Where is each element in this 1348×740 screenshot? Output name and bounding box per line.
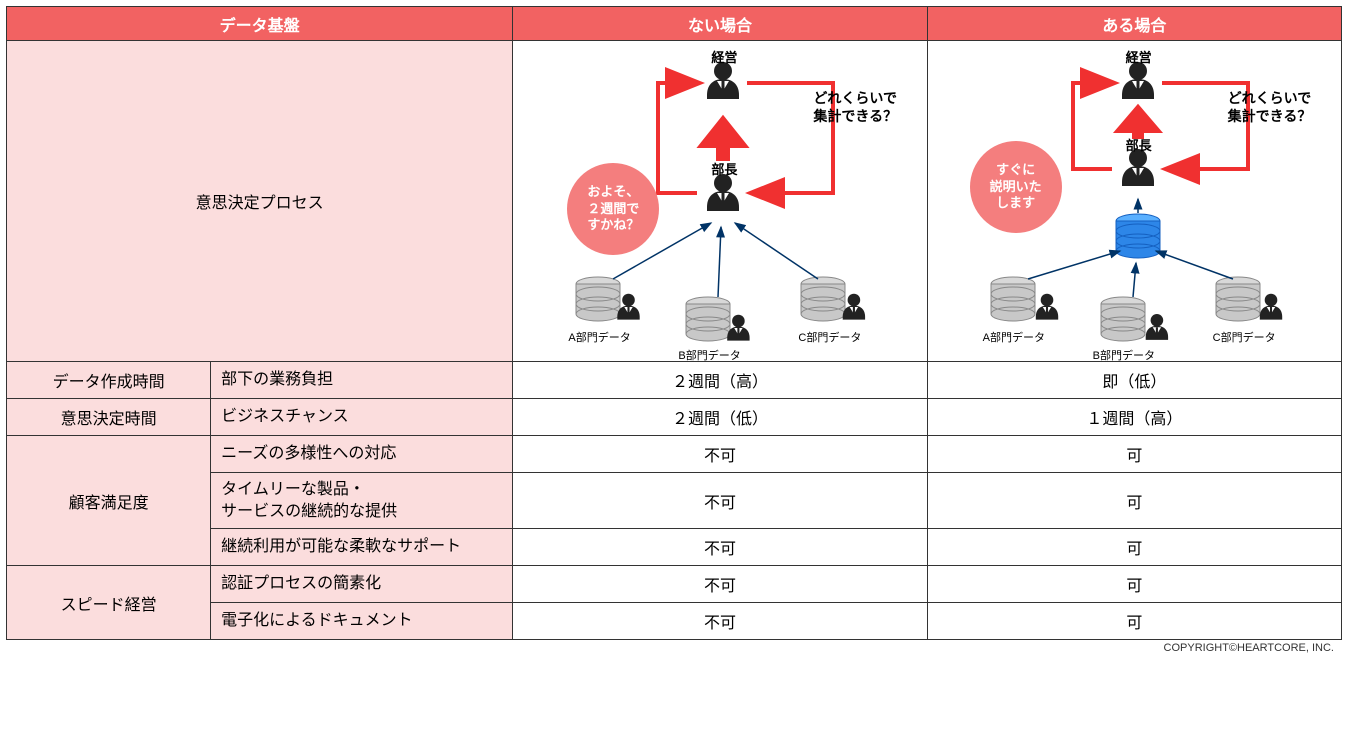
- header-col-foundation: データ基盤: [7, 7, 513, 41]
- dept-c: C部門データ: [1213, 329, 1276, 345]
- row-cat: データ作成時間: [7, 362, 211, 399]
- role-manager: 部長: [1114, 135, 1164, 154]
- role-executive: 経営: [699, 47, 749, 66]
- row-label-process: 意思決定プロセス: [7, 41, 513, 362]
- role-manager: 部長: [699, 159, 749, 178]
- table-row: データ作成時間 部下の業務負担 ２週間（高） 即（低）: [7, 362, 1342, 399]
- dept-b: B部門データ: [1093, 347, 1155, 363]
- copyright-footer: COPYRIGHT©HEARTCORE, INC.: [6, 642, 1342, 654]
- answer-bubble-without: およそ、 ２週間で すかね？: [567, 163, 659, 255]
- row-without: 不可: [513, 436, 927, 473]
- question-text: どれくらいで 集計できる？: [813, 89, 897, 125]
- header-col-without: ない場合: [513, 7, 927, 41]
- diagram-with: 経営 部長 どれくらいで 集計できる？ すぐに 説明いた します A部門データ …: [928, 41, 1341, 361]
- dept-a: A部門データ: [983, 329, 1045, 345]
- row-sub: 電子化によるドキュメント: [211, 603, 513, 640]
- row-sub: タイムリーな製品・ サービスの継続的な提供: [211, 473, 513, 529]
- row-cat: スピード経営: [7, 566, 211, 640]
- question-text: どれくらいで 集計できる？: [1228, 89, 1312, 125]
- row-without: ２週間（低）: [513, 399, 927, 436]
- row-without: 不可: [513, 566, 927, 603]
- row-with: 可: [927, 603, 1341, 640]
- row-with: 即（低）: [927, 362, 1341, 399]
- row-sub: 部下の業務負担: [211, 362, 513, 399]
- row-sub: ビジネスチャンス: [211, 399, 513, 436]
- row-without: 不可: [513, 473, 927, 529]
- manager-icon: [707, 174, 739, 211]
- table-row: スピード経営 認証プロセスの簡素化 不可 可: [7, 566, 1342, 603]
- answer-bubble-with: すぐに 説明いた します: [970, 141, 1062, 233]
- dept-c: C部門データ: [798, 329, 861, 345]
- row-without: ２週間（高）: [513, 362, 927, 399]
- table-row: 顧客満足度 ニーズの多様性への対応 不可 可: [7, 436, 1342, 473]
- row-with: 可: [927, 566, 1341, 603]
- row-cat: 意思決定時間: [7, 399, 211, 436]
- table-row: 意思決定時間 ビジネスチャンス ２週間（低） １週間（高）: [7, 399, 1342, 436]
- row-cat: 顧客満足度: [7, 436, 211, 566]
- row-sub: 継続利用が可能な柔軟なサポート: [211, 529, 513, 566]
- row-sub: ニーズの多様性への対応: [211, 436, 513, 473]
- diagram-without: 経営 部長 どれくらいで 集計できる？ およそ、 ２週間で すかね？ A部門デー…: [513, 41, 926, 361]
- manager-icon: [1122, 149, 1154, 186]
- row-sub: 認証プロセスの簡素化: [211, 566, 513, 603]
- row-with: 可: [927, 473, 1341, 529]
- executive-icon: [707, 62, 739, 99]
- central-db-icon: [1116, 214, 1160, 258]
- row-with: 可: [927, 436, 1341, 473]
- row-with: 可: [927, 529, 1341, 566]
- executive-icon: [1122, 62, 1154, 99]
- role-executive: 経営: [1114, 47, 1164, 66]
- row-without: 不可: [513, 603, 927, 640]
- dept-b: B部門データ: [678, 347, 740, 363]
- row-with: １週間（高）: [927, 399, 1341, 436]
- header-col-with: ある場合: [927, 7, 1341, 41]
- comparison-table: データ基盤 ない場合 ある場合 意思決定プロセス: [6, 6, 1342, 640]
- dept-a: A部門データ: [568, 329, 630, 345]
- row-without: 不可: [513, 529, 927, 566]
